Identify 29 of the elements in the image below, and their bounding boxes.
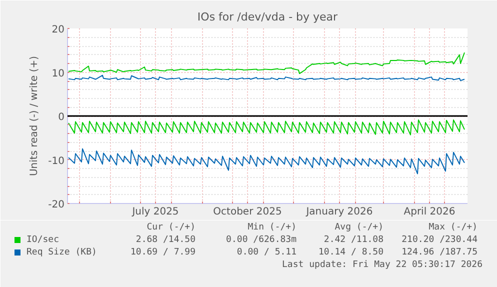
- y-tick-label: 0: [58, 112, 65, 123]
- x-tick-label: October 2025: [213, 206, 282, 218]
- text: Cur (-/+): [146, 222, 196, 232]
- text: 124.96 /187.75: [402, 248, 478, 258]
- y-tick-label: -10: [48, 156, 65, 167]
- y-tick-label: -20: [48, 200, 65, 210]
- text: 2.68 /14.50: [136, 235, 196, 245]
- text: Min (-/+): [248, 222, 297, 232]
- line-series: [68, 119, 465, 136]
- legend-label: Req Size (KB): [26, 248, 97, 258]
- x-tick-label: July 2025: [131, 206, 179, 218]
- text: 10.14 / 8.50: [318, 248, 384, 258]
- text: Avg (-/+): [334, 222, 384, 232]
- line-series: [68, 52, 465, 74]
- line-series: [68, 148, 465, 174]
- y-axis-title: Units read (-) / write (+): [29, 56, 40, 176]
- text: 0.00 /626.83m: [226, 235, 297, 245]
- y-tick-label: 20: [52, 24, 65, 36]
- x-tick-label: January 2026: [305, 206, 373, 218]
- text: Max (-/+): [428, 222, 478, 232]
- x-tick-label: April 2026: [404, 206, 456, 218]
- text: 210.20 /230.44: [402, 235, 478, 245]
- text: Last update: Fri May 22 05:30:17 2026: [282, 260, 482, 270]
- legend-label: IO/sec: [26, 235, 60, 245]
- text: 2.42 /11.08: [324, 235, 384, 245]
- chart-title: IOs for /dev/vda - by year: [197, 10, 338, 24]
- text: 0.00 / 5.11: [236, 248, 297, 258]
- y-tick-label: 10: [52, 68, 65, 80]
- text: 10.69 / 7.99: [130, 248, 196, 258]
